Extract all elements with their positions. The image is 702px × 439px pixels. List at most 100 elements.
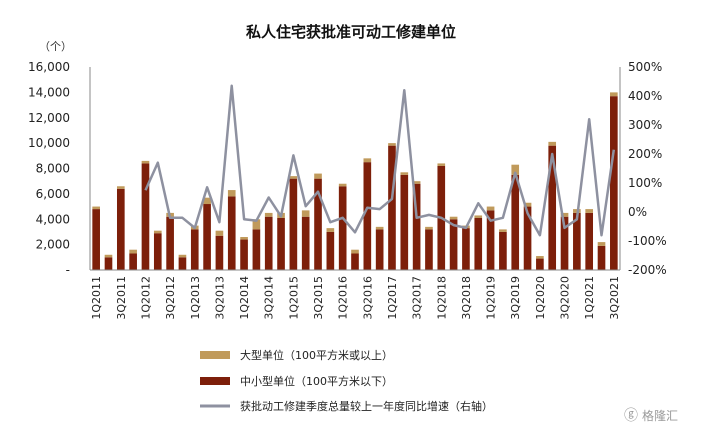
bar-small-1Q2014: [240, 239, 248, 270]
y-tick-label: -: [66, 263, 70, 277]
bar-large-3Q2013: [215, 230, 224, 236]
bar-small-4Q2012: [178, 257, 187, 270]
bar-large-2Q2019: [499, 229, 507, 232]
bar-series: [90, 92, 620, 271]
bar-large-3Q2019: [511, 164, 520, 175]
bar-small-1Q2016: [338, 186, 347, 270]
x-tick-label: 1Q2020: [534, 276, 547, 320]
bar-small-4Q2017: [425, 229, 433, 270]
bar-small-2Q2017: [400, 174, 409, 270]
bar-large-1Q2012: [141, 160, 150, 164]
bar-small-4Q2016: [375, 229, 384, 270]
bar-large-4Q2018: [474, 215, 483, 218]
x-tick-label: 3Q2015: [312, 276, 325, 320]
bar-large-3Q2021: [610, 92, 618, 97]
x-tick-label: 1Q2011: [90, 276, 103, 320]
bar-small-1Q2020: [536, 258, 544, 270]
y-tick-label: 12,000: [28, 111, 70, 125]
bar-large-3Q2014: [264, 212, 273, 217]
y2-tick-label: 500%: [628, 60, 662, 74]
x-tick-label: 1Q2017: [386, 276, 399, 320]
bar-large-3Q2017: [412, 181, 421, 184]
bar-large-1Q2017: [388, 143, 396, 146]
bar-small-2Q2011: [104, 257, 113, 270]
bar-small-4Q2011: [129, 253, 137, 270]
bar-small-4Q2020: [573, 212, 581, 270]
bar-small-2Q2018: [449, 219, 458, 270]
yoy-growth-line: [144, 84, 616, 237]
y-tick-label: 8,000: [36, 162, 70, 176]
x-tick-label: 1Q2016: [337, 276, 350, 320]
bar-small-1Q2021: [585, 212, 594, 270]
y2-tick-label: 400%: [628, 89, 662, 103]
y-axis-unit: （个）: [39, 40, 72, 53]
x-tick-label: 3Q2013: [213, 276, 226, 320]
bar-large-1Q2021: [585, 209, 594, 213]
x-tick-label: 1Q2019: [485, 276, 498, 320]
bar-large-4Q2012: [178, 254, 187, 258]
bar-small-2Q2015: [301, 216, 310, 270]
bar-large-2Q2018: [449, 216, 458, 220]
bar-small-3Q2021: [610, 96, 618, 271]
bar-large-1Q2020: [536, 256, 544, 259]
bar-small-3Q2015: [314, 178, 322, 270]
y-tick-label: 14,000: [28, 85, 70, 99]
bar-large-4Q2019: [523, 202, 532, 207]
bar-large-4Q2017: [425, 226, 433, 230]
bar-small-4Q2013: [227, 196, 236, 270]
y2-tick-label: 200%: [628, 147, 662, 161]
y2-tick-label: 100%: [628, 176, 662, 190]
bar-large-1Q2019: [486, 206, 495, 211]
legend-label-large: 大型单位（100平方米或以上）: [240, 348, 393, 362]
bar-small-2Q2014: [252, 229, 261, 270]
bar-small-2Q2020: [548, 145, 557, 270]
bar-large-2Q2017: [400, 172, 409, 175]
y2-tick-label: 300%: [628, 118, 662, 132]
y2-tick-label: -200%: [628, 263, 667, 277]
bar-small-2Q2019: [499, 231, 507, 270]
x-tick-label: 3Q2014: [263, 276, 276, 320]
watermark: ⓖ 格隆汇: [624, 408, 678, 424]
bar-large-2Q2016: [351, 249, 359, 254]
bar-small-3Q2017: [412, 183, 421, 270]
bar-small-4Q2019: [523, 206, 532, 270]
bar-large-1Q2018: [437, 163, 446, 166]
bar-small-4Q2015: [326, 231, 335, 270]
bar-small-1Q2015: [289, 178, 298, 270]
bar-large-4Q2015: [326, 228, 335, 232]
legend-swatch-large: [200, 351, 230, 359]
x-tick-label: 3Q2021: [608, 276, 621, 320]
bar-small-1Q2011: [92, 209, 100, 270]
legend-swatch-small: [200, 377, 230, 385]
bar-large-1Q2015: [289, 176, 298, 179]
legend-label-line: 获批动工修建季度总量较上一年度同比增速（右轴）: [240, 399, 493, 413]
y-tick-label: 2,000: [36, 238, 70, 252]
bar-large-4Q2016: [375, 226, 384, 230]
bar-small-3Q2011: [116, 188, 125, 270]
x-tick-label: 3Q2020: [559, 276, 572, 320]
bar-large-2Q2013: [203, 197, 211, 205]
y2-tick-label: 0%: [628, 205, 647, 219]
bar-large-1Q2014: [240, 237, 248, 240]
x-tick-label: 3Q2019: [509, 276, 522, 320]
watermark-text: 格隆汇: [642, 408, 678, 423]
x-tick-label: 3Q2016: [361, 276, 374, 320]
legend-label-small: 中小型单位（100平方米以下）: [240, 374, 393, 388]
bar-small-3Q2014: [264, 216, 273, 270]
x-tick-label: 3Q2011: [115, 276, 128, 320]
bar-small-1Q2013: [190, 229, 199, 270]
x-tick-label: 3Q2018: [460, 276, 473, 320]
bar-large-2Q2011: [104, 254, 113, 258]
bar-small-3Q2012: [166, 216, 174, 270]
bar-large-2Q2014: [252, 219, 261, 230]
bar-small-3Q2018: [462, 228, 470, 270]
bar-small-1Q2019: [486, 210, 495, 270]
y2-tick-label: -100%: [628, 234, 667, 248]
x-tick-label: 3Q2017: [411, 276, 424, 320]
y-tick-label: 4,000: [36, 212, 70, 226]
bar-small-2Q2021: [597, 245, 606, 270]
bar-large-4Q2011: [129, 249, 137, 254]
bar-small-2Q2012: [153, 233, 162, 270]
x-tick-label: 1Q2021: [583, 276, 596, 320]
y-axis-left: - 2,000 4,000 6,000 8,000 10,000 12,000 14,000 1…: [28, 60, 91, 277]
